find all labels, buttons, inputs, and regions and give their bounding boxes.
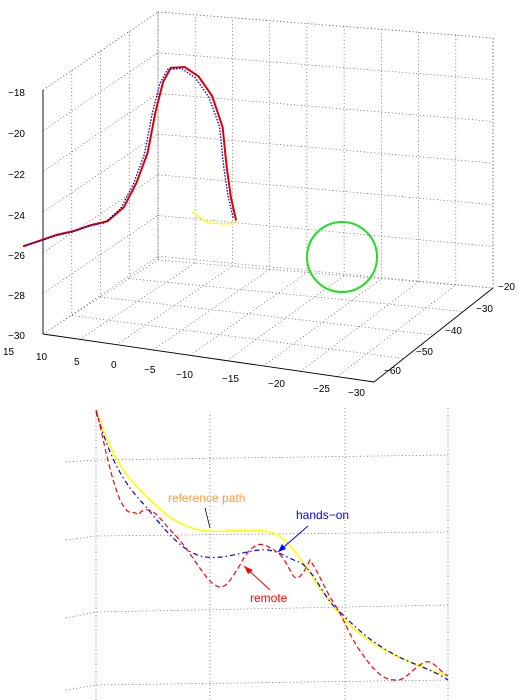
grid-line	[300, 281, 419, 372]
series-line	[22, 65, 238, 248]
grid-line	[100, 296, 434, 336]
top-axes	[42, 90, 494, 383]
grid-line	[65, 531, 449, 541]
x-tick-label: 10	[36, 352, 48, 363]
z-tick-labels: −18 −20 −22 −24 −26 −28 −30	[8, 88, 25, 342]
grid-line	[65, 454, 449, 463]
grid-line	[157, 174, 494, 206]
z-tick-label: −18	[8, 88, 25, 99]
series-hands-on	[95, 411, 449, 681]
series-line	[22, 67, 234, 247]
top-3d-plot: −18 −20 −22 −24 −26 −28 −30 15 10 5 0 −5…	[3, 11, 515, 399]
x-tick-label: −30	[348, 388, 365, 399]
grid-line	[79, 262, 196, 340]
x-tick-label: 5	[74, 357, 80, 368]
annotation-reference-path: reference path	[168, 491, 245, 505]
grid-line	[157, 215, 494, 247]
grid-line	[153, 269, 270, 351]
grid-line	[337, 284, 456, 377]
x-tick-label: −10	[176, 370, 193, 381]
grid-line	[42, 255, 159, 335]
z-tick-label: −20	[8, 129, 25, 140]
annotation-remote: remote	[250, 591, 288, 605]
bottom-zoom-plot: reference path hands−on remote	[65, 408, 449, 700]
grid-line	[65, 604, 449, 619]
grid-line	[157, 52, 494, 81]
grid-line	[157, 255, 494, 289]
top-grid	[42, 11, 494, 288]
x-tick-label: 15	[3, 347, 15, 358]
z-tick-label: −30	[8, 331, 25, 342]
grid-line	[42, 11, 159, 91]
x-tick-labels: 15 10 5 0 −5 −10 −15 −20 −25 −30	[3, 347, 365, 399]
series-reference-path	[95, 409, 449, 677]
grid-line	[157, 11, 494, 39]
x-tick-label: 0	[111, 360, 117, 371]
x-tick-label: −15	[222, 374, 239, 385]
grid-line	[129, 278, 464, 312]
grid-line	[42, 174, 159, 254]
grid-line	[263, 278, 382, 367]
grid-line	[65, 679, 449, 691]
grid-line	[42, 52, 159, 131]
series-remote	[95, 409, 449, 681]
grid-line	[157, 259, 494, 289]
y-tick-label: −40	[445, 326, 462, 337]
y-tick-labels: −20 −30 −40 −50 −60	[384, 282, 515, 377]
grid-line	[42, 93, 159, 172]
y-tick-label: −20	[498, 282, 515, 293]
bottom-grid	[65, 408, 449, 700]
x-tick-label: −5	[144, 365, 156, 376]
y-tick-label: −30	[476, 304, 493, 315]
arrowhead-remote	[244, 566, 253, 574]
grid-line	[42, 133, 159, 213]
grid-line	[157, 93, 494, 122]
x-tick-label: −20	[268, 379, 285, 390]
annotation-hands-on: hands−on	[296, 508, 349, 522]
annotation-arrow-reference	[204, 507, 211, 529]
y-tick-label: −60	[384, 366, 401, 377]
x-tick-label: −25	[313, 384, 330, 395]
top-series-group	[22, 65, 238, 248]
grid-line	[71, 315, 404, 359]
z-tick-label: −28	[8, 291, 25, 302]
grid-line	[42, 215, 159, 294]
grid-line	[189, 272, 308, 356]
z-tick-label: −24	[8, 211, 25, 222]
y-tick-label: −50	[416, 347, 433, 358]
highlight-circle	[306, 221, 378, 293]
series-line	[191, 211, 237, 225]
top-grid-lines	[42, 11, 494, 383]
z-tick-label: −26	[8, 251, 25, 262]
grid-line	[157, 133, 494, 164]
z-tick-label: −22	[8, 170, 25, 181]
arrowhead-hands-on	[278, 544, 286, 552]
